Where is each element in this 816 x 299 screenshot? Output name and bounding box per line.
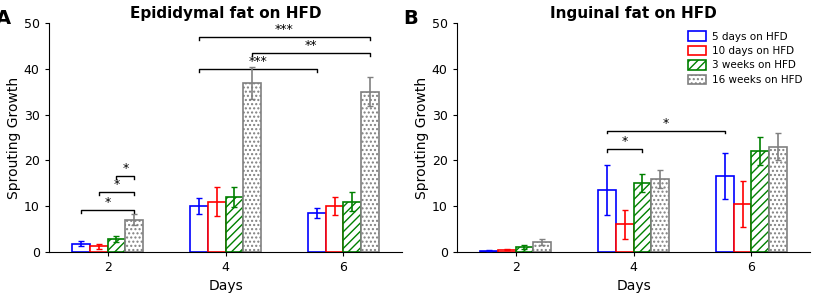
Y-axis label: Sprouting Growth: Sprouting Growth [7, 77, 21, 199]
Bar [108, 239, 126, 252]
Bar [361, 92, 379, 252]
Bar [734, 204, 752, 252]
Bar [651, 179, 669, 252]
Text: **: ** [305, 39, 317, 52]
Title: Epididymal fat on HFD: Epididymal fat on HFD [130, 6, 322, 21]
Bar [225, 197, 243, 252]
Text: ***: *** [275, 23, 294, 36]
Text: *: * [122, 162, 128, 176]
Text: *: * [104, 196, 111, 209]
Bar [498, 250, 516, 252]
Bar [481, 251, 498, 252]
Bar [769, 147, 787, 252]
Bar [326, 206, 344, 252]
Bar [752, 151, 769, 252]
Bar [716, 176, 734, 252]
Bar [90, 246, 108, 252]
Bar [516, 247, 534, 252]
Text: *: * [622, 135, 628, 148]
Bar [208, 202, 225, 252]
Bar [308, 213, 326, 252]
Y-axis label: Sprouting Growth: Sprouting Growth [415, 77, 429, 199]
Bar [633, 183, 651, 252]
Bar [344, 202, 361, 252]
Bar [73, 244, 90, 252]
Bar [243, 83, 261, 252]
Bar [616, 225, 633, 252]
Text: B: B [404, 9, 419, 28]
Text: ***: *** [249, 55, 268, 68]
Bar [190, 206, 208, 252]
Text: *: * [663, 117, 669, 130]
Bar [534, 242, 551, 252]
Title: Inguinal fat on HFD: Inguinal fat on HFD [550, 6, 717, 21]
Legend: 5 days on HFD, 10 days on HFD, 3 weeks on HFD, 16 weeks on HFD: 5 days on HFD, 10 days on HFD, 3 weeks o… [685, 28, 805, 88]
Bar [598, 190, 616, 252]
Bar [126, 220, 143, 252]
Text: A: A [0, 9, 11, 28]
Text: *: * [113, 179, 120, 191]
X-axis label: Days: Days [208, 280, 243, 293]
X-axis label: Days: Days [616, 280, 651, 293]
